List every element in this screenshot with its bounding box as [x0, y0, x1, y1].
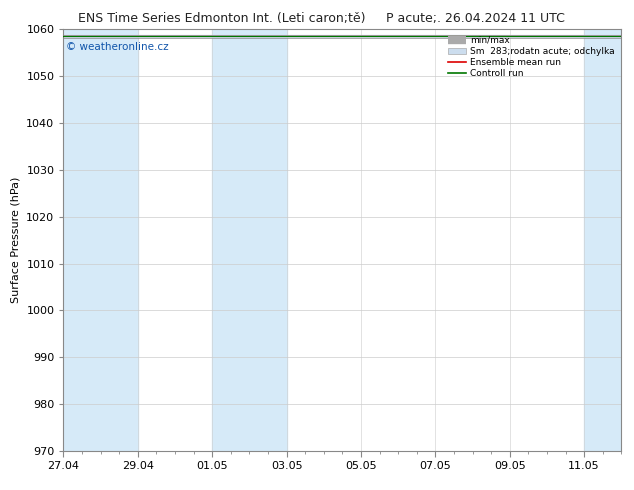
- Y-axis label: Surface Pressure (hPa): Surface Pressure (hPa): [11, 177, 21, 303]
- Text: © weatheronline.cz: © weatheronline.cz: [66, 42, 169, 52]
- Bar: [584, 29, 621, 451]
- Legend: min/max, Sm  283;rodatn acute; odchylka, Ensemble mean run, Controll run: min/max, Sm 283;rodatn acute; odchylka, …: [446, 34, 617, 80]
- Bar: [212, 29, 287, 451]
- Text: ENS Time Series Edmonton Int. (Leti caron;tě): ENS Time Series Edmonton Int. (Leti caro…: [78, 12, 366, 25]
- Bar: [63, 29, 138, 451]
- Text: P acute;. 26.04.2024 11 UTC: P acute;. 26.04.2024 11 UTC: [386, 12, 565, 25]
